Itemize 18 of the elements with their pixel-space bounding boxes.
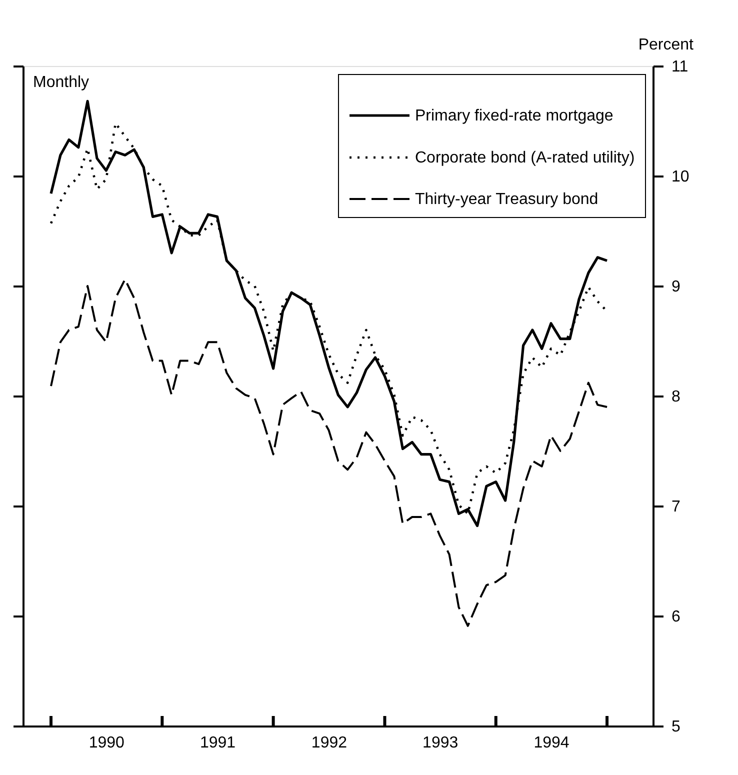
- y2-tick-label: 9: [672, 278, 680, 296]
- y2-tick-label: 6: [672, 608, 680, 626]
- x-tick-label: 1992: [311, 734, 348, 752]
- y2-tick-label: 10: [672, 168, 690, 186]
- legend-label: Corporate bond (A-rated utility): [415, 150, 635, 166]
- legend-label: Primary fixed-rate mortgage: [415, 108, 614, 124]
- y2-tick-label: 7: [672, 498, 680, 516]
- y2-tick-label: 8: [672, 388, 680, 406]
- y2-tick-label: 11: [672, 58, 688, 76]
- y2-axis-title: Percent: [638, 36, 694, 54]
- line-series: [50, 278, 608, 627]
- legend-label: Thirty-year Treasury bond: [415, 191, 598, 208]
- x-tick-label: 1990: [88, 734, 125, 752]
- x-tick-label: 1994: [534, 734, 570, 752]
- y2-tick-label: 5: [672, 718, 680, 736]
- x-tick-label: 1991: [200, 734, 236, 752]
- x-tick-label: 1993: [422, 734, 458, 752]
- annotation: Monthly: [33, 74, 90, 91]
